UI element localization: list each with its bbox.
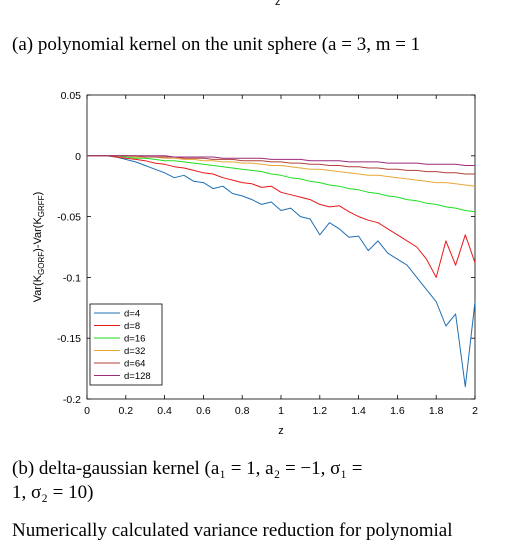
axes: 0 0.2 0.4 0.6 0.8 1 1.2 1.4 1.6 1.8 2 0.05 0 -0.05 -0.… [32, 90, 478, 437]
x-tick-label: 0.8 [235, 405, 250, 417]
y-tick-label: 0 [75, 151, 81, 163]
x-tick-label: 1.4 [351, 405, 366, 417]
x-tick-label: 0.6 [196, 405, 211, 417]
y-axis-label-part: Var(K [32, 274, 44, 302]
plot-area [86, 94, 476, 400]
legend-label: d=16 [124, 334, 145, 345]
y-axis-label: Var(KGORF)-Var(KGRFF) [32, 192, 46, 303]
legend-label: d=32 [124, 346, 145, 357]
x-tick-label: 1.8 [429, 405, 444, 417]
x-tick-label: 0.2 [118, 405, 133, 417]
x-tick-label: 0 [84, 405, 90, 417]
series-line-d128 [87, 155, 475, 166]
x-tick-label: 1.2 [312, 405, 327, 417]
series-line-d4 [87, 155, 476, 388]
x-tick-label: 0.4 [157, 405, 172, 417]
x-tick-label: 2 [472, 405, 478, 417]
y-tick-label: -0.05 [57, 212, 81, 224]
series-line-d8 [87, 155, 476, 278]
y-tick-label: -0.1 [63, 272, 81, 284]
caption-b-line2: 1, σ₂ = 10) [12, 482, 94, 503]
legend-label: d=8 [124, 321, 140, 332]
top-axis-label: z [275, 0, 281, 8]
series-line-d16 [87, 155, 476, 213]
caption-b-line1: (b) delta-gaussian kernel (a₁ = 1, a₂ = … [12, 458, 363, 479]
x-axis-label: z [278, 425, 284, 437]
legend-label: d=64 [124, 359, 145, 370]
legend-box [89, 303, 163, 386]
y-axis-label-part: )-Var(K [32, 217, 44, 252]
caption-a: (a) polynomial kernel on the unit sphere… [12, 34, 421, 55]
series-lines [87, 155, 476, 388]
legend-label: d=128 [124, 371, 151, 382]
y-tick-label: 0.05 [61, 90, 82, 102]
legend: d=4d=8 d=16d=32 d=64d=128 [89, 303, 163, 386]
y-axis-label-subscript: GORF [37, 252, 46, 275]
series-line-d64 [87, 155, 475, 175]
y-tick-label: -0.2 [63, 394, 81, 406]
legend-label: d=4 [124, 309, 140, 320]
y-axis-label-subscript: GRFF [37, 195, 46, 217]
x-tick-label: 1 [278, 405, 284, 417]
x-tick-label: 1.6 [390, 405, 405, 417]
y-tick-label: -0.15 [57, 333, 81, 345]
bottom-text: Numerically calculated variance reductio… [12, 520, 453, 541]
y-axis-label-part: ) [32, 192, 44, 196]
